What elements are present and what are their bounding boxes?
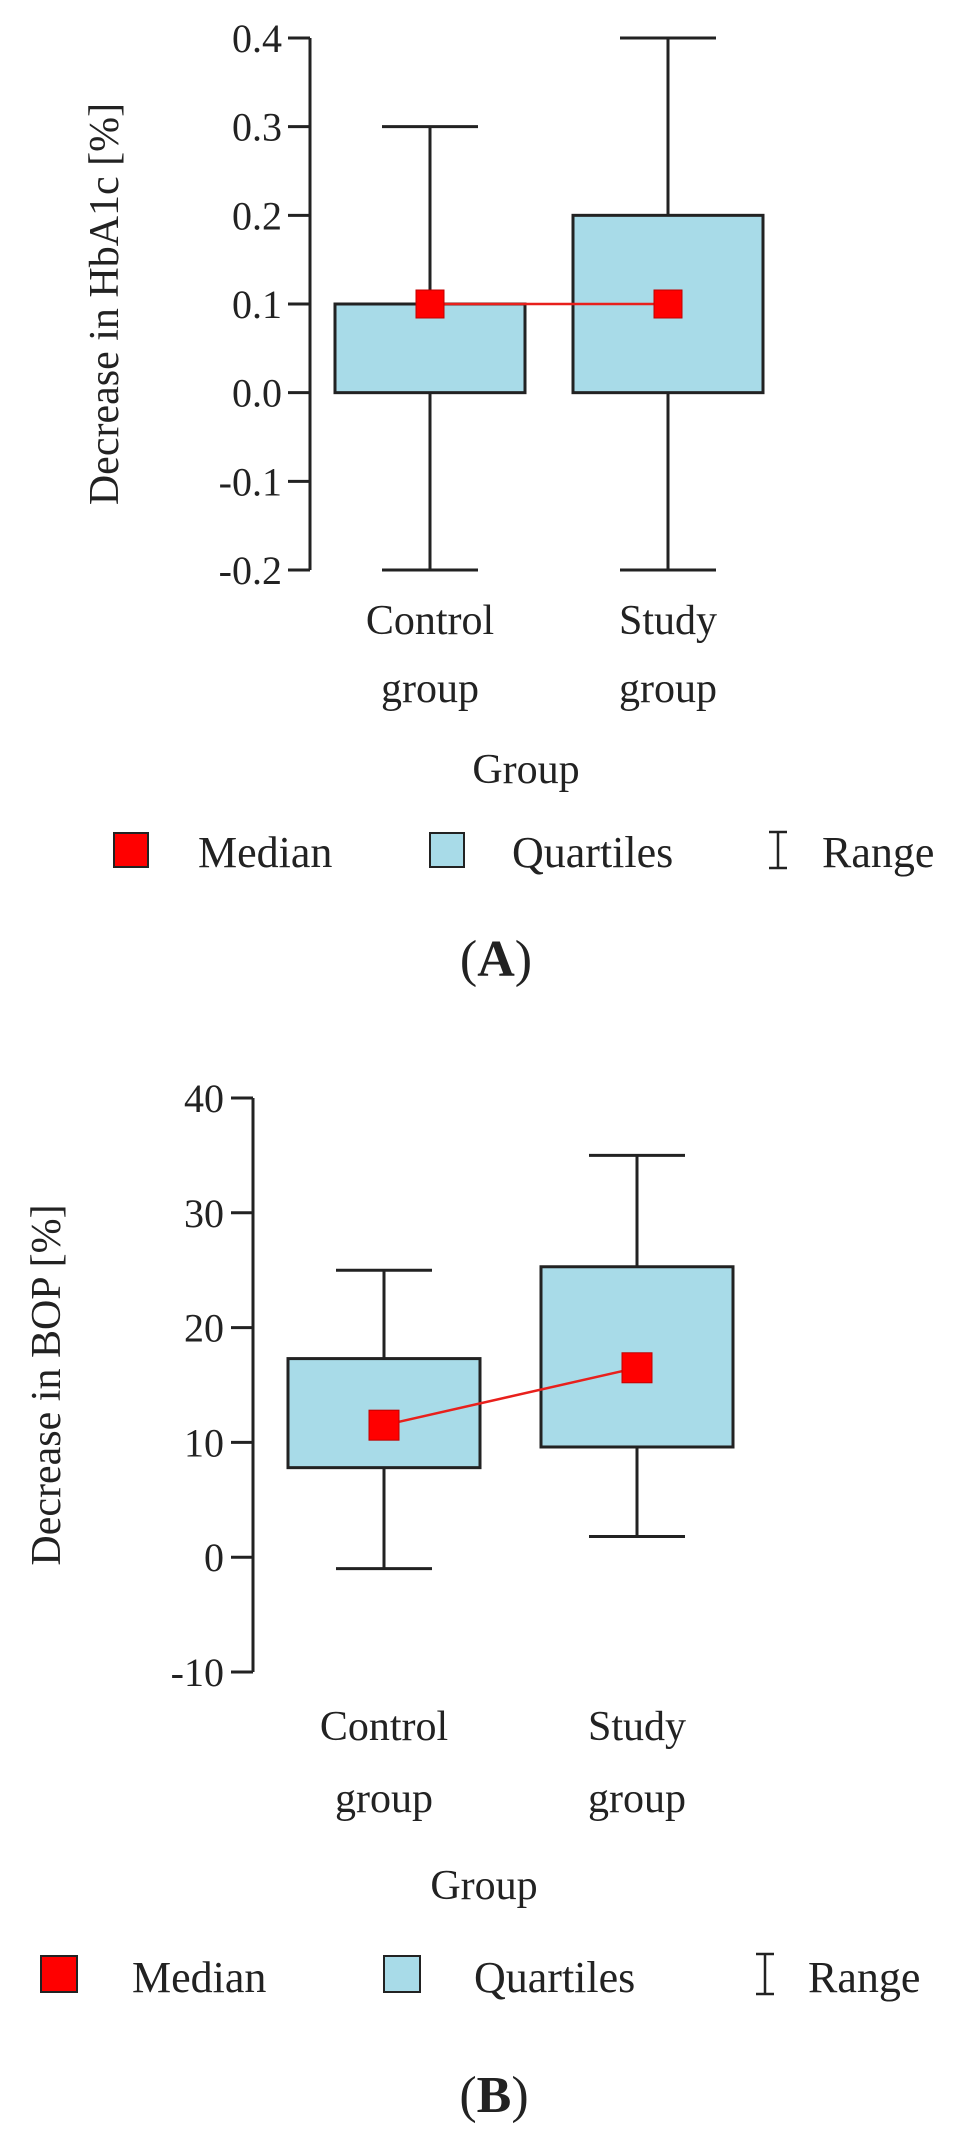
legend-quartiles-label-b: Quartiles: [474, 1953, 635, 2002]
legend-quartiles-label-a: Quartiles: [512, 828, 673, 877]
y-tick-label-a: 0.3: [232, 105, 282, 150]
quartile-box-control-a: [333, 302, 527, 395]
y-tick-label-a: 0.0: [232, 371, 282, 416]
y-tick-label-a: 0.1: [232, 282, 282, 327]
x-tick-label-study-line1-a: Study: [619, 598, 717, 644]
panel-label-a: (A): [460, 931, 532, 988]
y-tick-label-b: 0: [204, 1535, 224, 1580]
x-tick-label-control-line2-b: group: [335, 1776, 433, 1822]
x-tick-label-study-line2-a: group: [619, 666, 717, 712]
legend-quartiles-swatch-b: [383, 1955, 421, 1993]
legend-a: Median Quartiles Range: [113, 828, 934, 877]
y-axis-title-a: Decrease in HbA1c [%]: [82, 103, 128, 505]
y-tick-label-a: 0.4: [232, 16, 282, 61]
y-tick-label-b: 20: [184, 1306, 224, 1351]
x-tick-label-control-line1-b: Control: [320, 1704, 448, 1750]
boxes-a: [333, 36, 765, 572]
y-ticks-b: 40 30 20 10 0 -10: [171, 1076, 253, 1695]
median-marker-control-a: [415, 289, 445, 319]
y-axis-title-b: Decrease in BOP [%]: [24, 1204, 70, 1565]
y-tick-label-b: -10: [171, 1650, 224, 1695]
y-ticks-a: 0.4 0.3 0.2 0.1 0.0 -0.1 -0.2: [219, 16, 310, 593]
legend-median-label-a: Median: [198, 828, 332, 877]
y-tick-label-a: -0.2: [219, 548, 282, 593]
x-axis-title-a: Group: [472, 747, 579, 793]
boxes-b: [286, 1153, 735, 1571]
chart-panel-a: 0.4 0.3 0.2 0.1 0.0 -0.1 -0.2 Decrease in HbA1…: [82, 16, 934, 988]
y-tick-label-a: -0.1: [219, 459, 282, 504]
y-tick-label-b: 30: [184, 1191, 224, 1236]
x-tick-label-study-line2-b: group: [588, 1776, 686, 1822]
legend-median-swatch-b: [40, 1955, 78, 1993]
x-tick-label-control-line2-a: group: [381, 666, 479, 712]
legend-range-label-b: Range: [808, 1953, 920, 2002]
median-marker-study-b: [621, 1352, 653, 1384]
x-tick-label-control-line1-a: Control: [366, 598, 494, 644]
panel-label-b: (B): [459, 2067, 528, 2124]
legend-median-label-b: Median: [132, 1953, 266, 2002]
y-tick-label-b: 10: [184, 1420, 224, 1465]
x-tick-label-study-line1-b: Study: [588, 1704, 686, 1750]
y-tick-label-a: 0.2: [232, 193, 282, 238]
y-tick-label-b: 40: [184, 1076, 224, 1121]
median-connector-b: [383, 1366, 638, 1427]
legend-range-icon-a: [769, 830, 787, 870]
legend-range-icon-b: [756, 1952, 774, 1996]
median-marker-control-b: [368, 1409, 400, 1441]
x-axis-title-b: Group: [430, 1863, 537, 1909]
legend-b: Median Quartiles Range: [40, 1952, 920, 2002]
legend-median-swatch-a: [113, 832, 149, 868]
legend-quartiles-swatch-a: [429, 832, 465, 868]
chart-panel-b: 40 30 20 10 0 -10 Decrease in BOP [%] Control…: [24, 1076, 920, 2124]
legend-range-label-a: Range: [822, 828, 934, 877]
median-marker-study-a: [653, 289, 683, 319]
